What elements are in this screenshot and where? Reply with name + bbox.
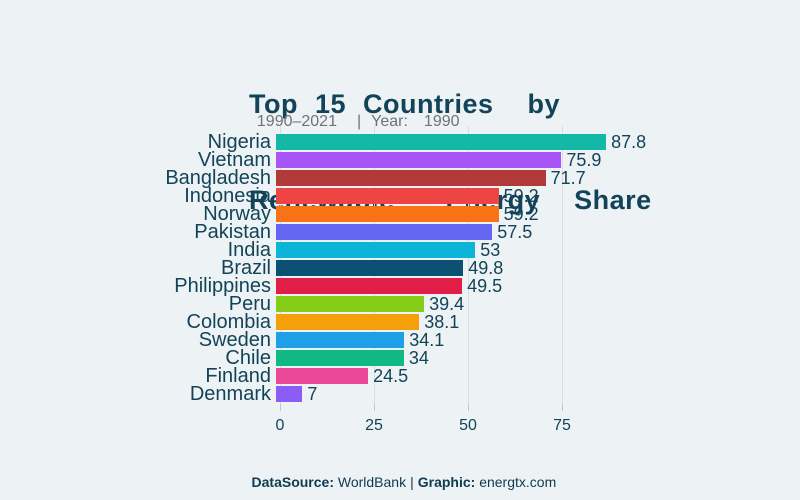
bar-row-sweden: Sweden 34.1 — [0, 329, 800, 351]
country-label: Chile — [225, 347, 271, 369]
bar — [276, 260, 464, 276]
subtitle-year-label: Year: — [371, 113, 408, 130]
value-label: 71.7 — [550, 168, 586, 188]
bar-row-indonesia: Indonesia 59.2 — [0, 185, 800, 207]
value-label: 38.1 — [424, 312, 460, 332]
bar-chart-plot-area: 0 25 50 75 Nigeria 87.8 Vietnam 75.9 Bangladesh… — [0, 126, 800, 446]
bar-row-chile: Chile 34 — [0, 347, 800, 369]
bar-row-philippines: Philippines 49.5 — [0, 275, 800, 297]
bar-row-pakistan: Pakistan 57.5 — [0, 221, 800, 243]
bar — [276, 386, 303, 402]
bar — [276, 206, 499, 222]
x-tick-label-50: 50 — [459, 417, 477, 434]
bar — [276, 332, 405, 348]
subtitle-year-range: 1990–2021 — [256, 113, 337, 130]
bar — [276, 242, 476, 258]
bar — [276, 368, 369, 384]
footer-source-label: DataSource: — [251, 474, 334, 490]
country-label: Sweden — [198, 329, 271, 351]
x-tick-mark-75 — [562, 404, 563, 411]
bar — [276, 134, 607, 150]
bar — [276, 314, 420, 330]
x-tick-label-25: 25 — [365, 417, 383, 434]
country-label: India — [227, 239, 271, 261]
bar — [276, 224, 493, 240]
value-label: 75.9 — [566, 150, 602, 170]
country-label: Finland — [205, 365, 271, 387]
value-label: 53 — [480, 240, 501, 260]
bar-row-denmark: Denmark 7 — [0, 383, 800, 405]
x-tick-label-75: 75 — [553, 417, 571, 434]
bar — [276, 350, 404, 366]
value-label: 24.5 — [373, 366, 409, 386]
value-label: 39.4 — [429, 294, 465, 314]
value-label: 49.5 — [467, 276, 503, 296]
bar-row-norway: Norway 59.2 — [0, 203, 800, 225]
country-label: Bangladesh — [165, 167, 271, 189]
footer-source-value: WorldBank — [337, 474, 407, 490]
country-label: Vietnam — [197, 149, 271, 171]
bar-row-vietnam: Vietnam 75.9 — [0, 149, 800, 171]
bar-row-brazil: Brazil 49.8 — [0, 257, 800, 279]
country-label: Philippines — [174, 275, 271, 297]
gridline-75 — [562, 126, 563, 404]
country-label: Colombia — [186, 311, 271, 333]
x-tick-mark-50 — [468, 404, 469, 411]
bar — [276, 152, 562, 168]
country-label: Pakistan — [194, 221, 271, 243]
bar-row-finland: Finland 24.5 — [0, 365, 800, 387]
chart-subtitle: 1990–2021 | Year: 1990 — [248, 95, 460, 131]
country-label: Denmark — [189, 383, 271, 405]
country-label: Peru — [228, 293, 271, 315]
country-label: Norway — [203, 203, 271, 225]
bar — [276, 278, 463, 294]
x-tick-mark-0 — [280, 404, 281, 411]
bar — [276, 188, 499, 204]
bar-row-nigeria: Nigeria 87.8 — [0, 131, 800, 153]
country-label: Indonesia — [184, 185, 271, 207]
bar — [276, 296, 425, 312]
value-label: 49.8 — [468, 258, 504, 278]
bar-row-colombia: Colombia 38.1 — [0, 311, 800, 333]
value-label: 57.5 — [497, 222, 533, 242]
footer-graphic-value: energtx.com — [479, 474, 557, 490]
x-tick-mark-25 — [374, 404, 375, 411]
value-label: 7 — [307, 384, 318, 404]
bar — [276, 170, 546, 186]
value-label: 59.2 — [503, 186, 539, 206]
footer-separator: | — [410, 474, 414, 490]
chart-title-line1: Top 15 Countries by — [249, 89, 561, 119]
bar-rows: Nigeria 87.8 Vietnam 75.9 Bangladesh 71.7 Indo… — [0, 131, 800, 405]
bar-row-peru: Peru 39.4 — [0, 293, 800, 315]
footer-graphic-label: Graphic: — [417, 474, 476, 490]
country-label: Nigeria — [207, 131, 271, 153]
country-label: Brazil — [220, 257, 271, 279]
subtitle-separator: | — [356, 113, 362, 130]
subtitle-year-value: 1990 — [423, 113, 460, 130]
x-tick-label-0: 0 — [275, 417, 285, 434]
value-label: 34 — [408, 348, 429, 368]
value-label: 59.2 — [503, 204, 539, 224]
bar-row-india: India 53 — [0, 239, 800, 261]
gridline-50 — [468, 126, 469, 404]
footer-credit: DataSource: WorldBank | Graphic: energtx.c… — [0, 458, 800, 490]
value-label: 34.1 — [409, 330, 445, 350]
bar-row-bangladesh: Bangladesh 71.7 — [0, 167, 800, 189]
value-label: 87.8 — [611, 132, 647, 152]
